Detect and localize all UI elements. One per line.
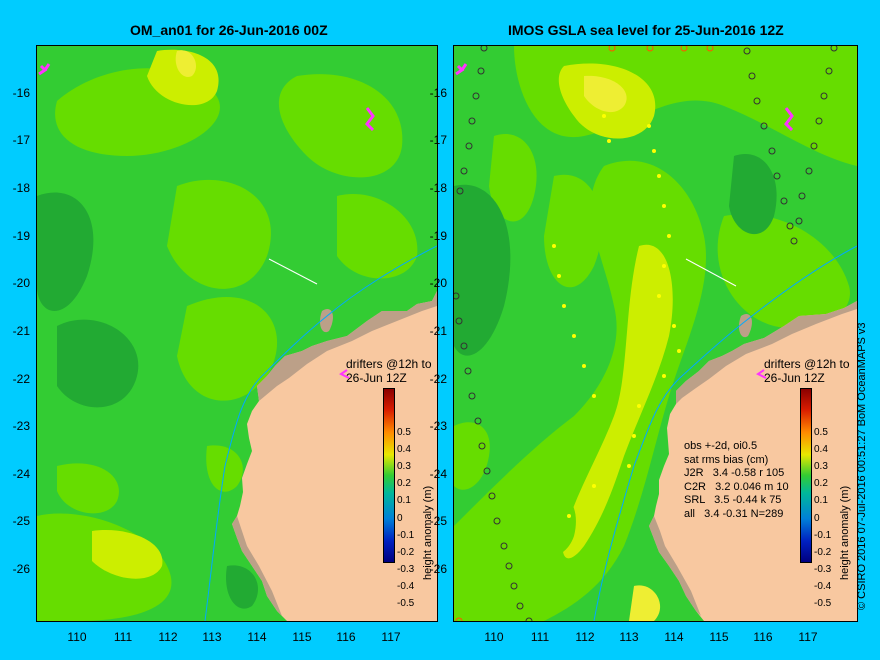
colorbar-tick: -0.4 [397,581,415,592]
y-tick: -24 [429,467,447,481]
y-tick: -23 [12,419,30,433]
colorbar-tick: 0.4 [814,444,828,455]
x-tick: 116 [753,630,773,644]
colorbar-tick: 0.2 [814,478,828,489]
y-tick: -21 [429,324,447,338]
y-tick: -25 [12,514,30,528]
y-tick: -17 [12,133,30,147]
y-tick: -19 [429,229,447,243]
x-tick: 112 [158,630,178,644]
colorbar-tick: 0 [814,513,820,524]
colorbar-tick: 0.4 [397,444,411,455]
drifters-note-line: drifters @12h to [346,357,432,371]
drifters-note-line: 26-Jun 12Z [764,371,825,385]
colorbar-tick: -0.5 [814,598,832,609]
colorbar-tick: 0.3 [814,461,828,472]
y-tick: -22 [429,372,447,386]
drifters-note-right: drifters @12h to 26-Jun 12Z [764,357,850,385]
colorbar-tick: -0.1 [397,530,415,541]
colorbar-tick: 0 [397,513,403,524]
drifters-note-line: 26-Jun 12Z [346,371,407,385]
x-tick: 115 [292,630,312,644]
y-tick: -19 [12,229,30,243]
y-tick: -18 [429,181,447,195]
y-tick: -20 [12,276,30,290]
y-tick: -21 [12,324,30,338]
obs-stats-line: obs +-2d, oi0.5 [684,440,758,452]
obs-stats-line: C2R 3.2 0.046 m 10 [684,480,789,493]
credit-text: © CSIRO 2016 07-Jul-2016 00:51:27 BoM Oc… [856,322,868,610]
obs-stats: obs +-2d, oi0.5 sat rms bias (cm) J2R 3.4 … [684,440,789,521]
y-tick: -23 [429,419,447,433]
panel-title-right: IMOS GSLA sea level for 25-Jun-2016 12Z [508,22,784,38]
map-panel-left [36,45,438,622]
colorbar-tick: -0.5 [397,598,415,609]
colorbar-tick: 0.3 [397,461,411,472]
y-tick: -20 [429,276,447,290]
drifter-marker [365,107,375,132]
x-tick: 116 [336,630,356,644]
x-tick: 113 [619,630,639,644]
map-panel-right [453,45,858,622]
obs-stats-line: all 3.4 -0.31 N=289 [684,507,784,520]
colorbar-tick: -0.2 [814,547,832,558]
colorbar-tick: -0.3 [397,564,415,575]
colorbar-label-left: height anomaly (m) [422,485,434,580]
x-tick: 113 [202,630,222,644]
y-tick: -24 [12,467,30,481]
colorbar-label-right: height anomaly (m) [839,485,851,580]
y-tick: -16 [429,86,447,100]
x-tick: 111 [530,630,550,644]
x-tick: 115 [709,630,729,644]
x-tick: 117 [381,630,401,644]
x-tick: 110 [67,630,87,644]
y-tick: -25 [429,514,447,528]
colorbar-tick: 0.2 [397,478,411,489]
colorbar-tick: -0.3 [814,564,832,575]
x-tick: 114 [664,630,684,644]
x-tick: 112 [575,630,595,644]
y-tick: -26 [429,562,447,576]
panel-title-left: OM_an01 for 26-Jun-2016 00Z [130,22,328,38]
drifter-marker [38,63,51,76]
colorbar-tick: -0.1 [814,530,832,541]
colorbar-tick: 0.1 [397,495,411,506]
colorbar-tick: 0.5 [814,427,828,438]
colorbar-tick: -0.4 [814,581,832,592]
colorbar-left [383,388,395,563]
colorbar-tick: 0.1 [814,495,828,506]
colorbar-right [800,388,812,563]
colorbar-tick: -0.2 [397,547,415,558]
x-tick: 117 [798,630,818,644]
drifter-marker [339,369,350,379]
drifters-note-line: drifters @12h to [764,357,850,371]
obs-stats-line: J2R 3.4 -0.58 r 105 [684,467,785,479]
y-tick: -22 [12,372,30,386]
x-tick: 110 [484,630,504,644]
y-tick: -18 [12,181,30,195]
x-tick: 114 [247,630,267,644]
obs-stats-line: SRL 3.5 -0.44 k 75 [684,494,782,506]
colorbar-tick: 0.5 [397,427,411,438]
y-tick: -17 [429,133,447,147]
drifters-note-left: drifters @12h to 26-Jun 12Z [346,357,432,385]
obs-stats-line: sat rms bias (cm) [684,453,769,466]
y-tick: -26 [12,562,30,576]
y-tick: -16 [12,86,30,100]
x-tick: 111 [113,630,133,644]
